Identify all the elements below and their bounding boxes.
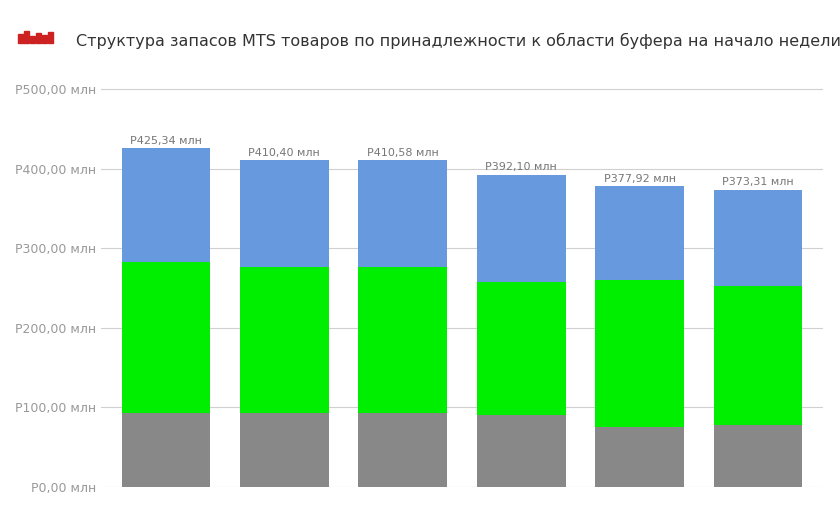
Bar: [359, 267, 447, 413]
Bar: [240, 160, 328, 267]
Text: Р392,10 млн: Р392,10 млн: [486, 163, 557, 172]
Bar: [240, 267, 328, 413]
Bar: [477, 175, 565, 281]
Bar: [477, 415, 565, 487]
Bar: [122, 149, 210, 262]
Text: Р425,34 млн: Р425,34 млн: [130, 136, 202, 146]
Bar: [240, 413, 328, 487]
Bar: [359, 160, 447, 267]
Text: Структура запасов MTS товаров по принадлежности к области буфера на начало недел: Структура запасов MTS товаров по принадл…: [76, 33, 840, 49]
Bar: [596, 427, 684, 487]
Bar: [714, 285, 802, 425]
Bar: [596, 186, 684, 280]
Bar: [122, 262, 210, 413]
Bar: [359, 413, 447, 487]
Text: Р377,92 млн: Р377,92 млн: [604, 174, 675, 184]
Bar: [122, 413, 210, 487]
Bar: [477, 281, 565, 415]
Bar: [714, 425, 802, 487]
Text: Р410,40 млн: Р410,40 млн: [249, 148, 320, 158]
Bar: [714, 190, 802, 285]
Bar: [596, 280, 684, 427]
Text: Р410,58 млн: Р410,58 млн: [367, 148, 438, 158]
Text: Р373,31 млн: Р373,31 млн: [722, 177, 794, 188]
